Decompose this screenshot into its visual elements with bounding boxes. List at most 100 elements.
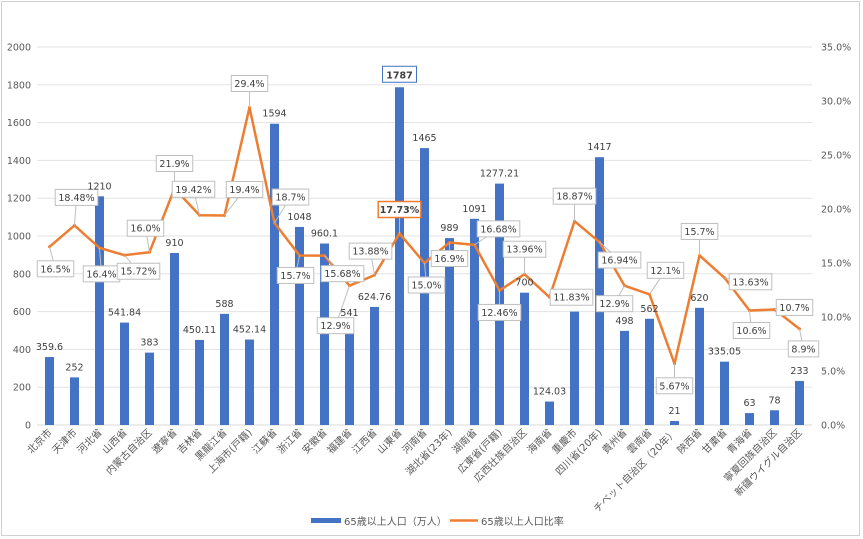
bar-data-label: 21	[668, 406, 680, 417]
bar	[295, 226, 304, 425]
right-axis-tick: 35.0%	[821, 43, 851, 54]
callout-box	[171, 180, 216, 198]
left-axis-tick: 2000	[7, 43, 31, 54]
bar	[695, 307, 704, 425]
right-axis-tick: 25.0%	[821, 151, 851, 162]
callout-box	[655, 377, 694, 395]
bar-data-label: 335.05	[708, 347, 741, 358]
bar	[145, 352, 154, 425]
legend-swatch-bar	[311, 518, 341, 523]
bar	[445, 238, 454, 425]
line-data-label: 15.72%	[120, 267, 156, 278]
bar	[595, 157, 604, 425]
left-axis-tick: 800	[13, 269, 31, 280]
bar	[220, 313, 229, 425]
callout-box	[775, 298, 814, 316]
category-label: 河北省	[74, 426, 104, 456]
bar	[570, 311, 579, 425]
callout-box	[728, 273, 773, 291]
bar	[170, 253, 179, 425]
callout-box	[348, 242, 393, 260]
callout-box	[646, 261, 685, 279]
category-label: 山東省	[374, 426, 404, 456]
category-label: 陝西省	[674, 426, 704, 456]
bar-data-label: 588	[215, 299, 233, 310]
line-data-label: 12.46%	[481, 308, 517, 319]
line-data-label: 19.4%	[229, 185, 259, 196]
line-data-label: 16.9%	[434, 254, 464, 265]
bar	[195, 339, 204, 425]
bar-data-label: 700	[515, 278, 533, 289]
bar-data-label: 1277.21	[480, 169, 519, 180]
line-data-label: 18.48%	[58, 193, 94, 204]
bar-data-label: 359.6	[36, 342, 63, 353]
category-label: 天津市	[49, 426, 79, 456]
bar	[545, 401, 554, 425]
callout-box	[595, 295, 634, 313]
bar	[70, 377, 79, 425]
bar	[470, 218, 479, 425]
bar-data-label: 252	[65, 362, 83, 373]
category-label: 貴州省	[599, 426, 629, 456]
bar-data-label: 1594	[262, 109, 286, 120]
callout-box	[116, 262, 161, 280]
line-data-label: 15.7%	[280, 271, 310, 282]
left-axis-tick: 0	[25, 421, 31, 432]
bar-data-label: 63	[743, 398, 755, 409]
left-axis-tick: 1000	[7, 232, 31, 243]
line-data-label: 13.96%	[506, 245, 542, 256]
bar	[645, 318, 654, 425]
line-data-label: 10.7%	[779, 303, 809, 314]
line-data-label: 16.68%	[480, 224, 516, 235]
bar	[720, 361, 729, 425]
bar	[370, 306, 379, 425]
bar	[795, 380, 804, 425]
callout-box	[271, 188, 310, 206]
callout-box	[316, 317, 355, 335]
line-data-label: 8.9%	[791, 344, 815, 355]
callout-box	[597, 251, 642, 269]
line-data-label: 15.0%	[411, 281, 441, 292]
line-data-label: 18.7%	[275, 193, 305, 204]
callout-box	[320, 265, 365, 283]
category-label: 甘粛省	[699, 426, 729, 456]
bar-data-label: 624.76	[358, 292, 391, 303]
callout-box	[430, 249, 469, 267]
line-data-label: 19.42%	[175, 185, 211, 196]
line-data-label: 15.7%	[684, 227, 714, 238]
line-data-label: 16.5%	[40, 264, 70, 275]
bar-data-label: 1787	[386, 70, 412, 81]
left-axis-tick: 1200	[7, 194, 31, 205]
line-data-label: 12.1%	[650, 266, 680, 277]
line-data-label: 17.73%	[380, 205, 420, 216]
line-data-label: 18.87%	[556, 192, 592, 203]
bar-data-label: 562	[640, 304, 658, 315]
callout-box	[225, 180, 264, 198]
category-axis: 北京市天津市河北省山西省内蒙古自治区遼寧省吉林省黒龍江省上海市(戸籍)江蘇省浙江…	[24, 426, 804, 515]
bar	[345, 322, 354, 425]
bar-data-label: 452.14	[233, 325, 266, 336]
bar	[745, 413, 754, 425]
bar-data-label: 541	[340, 308, 358, 319]
bar	[95, 196, 104, 425]
callout-box	[54, 188, 99, 206]
bar-data-label: 989	[440, 223, 458, 234]
right-axis-tick: 15.0%	[821, 259, 851, 270]
left-axis-tick: 1800	[7, 80, 31, 91]
line-data-label: 21.9%	[159, 159, 189, 170]
line-data-label: 15.68%	[324, 269, 360, 280]
line-data-label: 16.94%	[601, 256, 637, 267]
bar	[320, 243, 329, 425]
category-label: 遼寧省	[149, 426, 179, 456]
bar	[770, 410, 779, 425]
bar-data-label: 541.84	[108, 308, 141, 319]
bar-data-label: 620	[690, 293, 708, 304]
category-label: 江蘇省	[249, 426, 279, 456]
callout-box	[549, 288, 594, 306]
line-data-label: 12.9%	[599, 299, 629, 310]
callout-box	[36, 260, 75, 278]
bar-data-label: 233	[790, 366, 808, 377]
left-axis-tick: 200	[13, 383, 31, 394]
